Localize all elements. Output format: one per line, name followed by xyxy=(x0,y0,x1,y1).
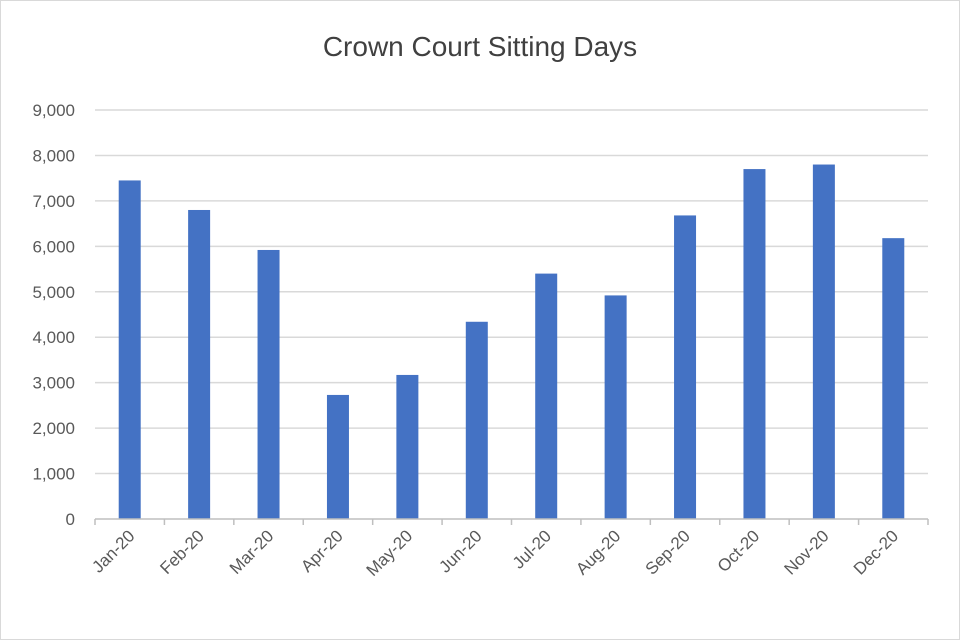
x-tick-label: Oct-20 xyxy=(714,526,764,576)
bar-apr-20 xyxy=(326,394,349,519)
y-tick-label: 8,000 xyxy=(32,146,75,165)
x-tick-label: Aug-20 xyxy=(572,526,624,578)
y-tick-label: 2,000 xyxy=(32,419,75,438)
bar-sep-20 xyxy=(674,215,697,520)
bar-mar-20 xyxy=(257,249,280,520)
x-tick-label: Sep-20 xyxy=(642,526,694,578)
x-tick-label: May-20 xyxy=(363,526,417,580)
bar-jul-20 xyxy=(535,273,558,519)
bar-dec-20 xyxy=(882,238,905,520)
x-tick-labels: Jan-20 Feb-20 Mar-20 Apr-20 May-20 Jun-20 Jul-… xyxy=(88,526,902,580)
x-tick-label: Mar-20 xyxy=(226,526,278,578)
chart-title: Crown Court Sitting Days xyxy=(322,31,638,62)
x-tick-label: Jul-20 xyxy=(509,526,555,572)
x-tick-label: Jan-20 xyxy=(88,526,138,576)
axes xyxy=(94,518,929,525)
x-tick-label: Apr-20 xyxy=(297,526,347,576)
y-tick-label: 0 xyxy=(66,510,75,529)
y-tick-label: 6,000 xyxy=(32,237,75,256)
bar-jun-20 xyxy=(465,321,488,519)
bar-nov-20 xyxy=(812,164,835,520)
y-tick-label: 9,000 xyxy=(32,101,75,120)
y-tick-label: 4,000 xyxy=(32,328,75,347)
gridlines xyxy=(95,109,928,475)
bar-oct-20 xyxy=(743,169,766,520)
y-tick-label: 1,000 xyxy=(32,465,75,484)
x-tick-label: Nov-20 xyxy=(781,526,833,578)
x-tick-label: Dec-20 xyxy=(850,526,902,578)
bar-may-20 xyxy=(396,374,419,519)
x-tick-label: Jun-20 xyxy=(435,526,485,576)
y-tick-label: 7,000 xyxy=(32,192,75,211)
y-tick-label: 5,000 xyxy=(32,283,75,302)
y-tick-labels: 0 1,000 2,000 3,000 4,000 5,000 6,000 7,000 8,00… xyxy=(32,101,75,529)
bar-aug-20 xyxy=(604,295,627,519)
bar-feb-20 xyxy=(188,209,211,519)
bar-jan-20 xyxy=(118,180,141,519)
y-tick-label: 3,000 xyxy=(32,374,75,393)
x-tick-label: Feb-20 xyxy=(156,526,208,578)
bars xyxy=(118,164,905,520)
